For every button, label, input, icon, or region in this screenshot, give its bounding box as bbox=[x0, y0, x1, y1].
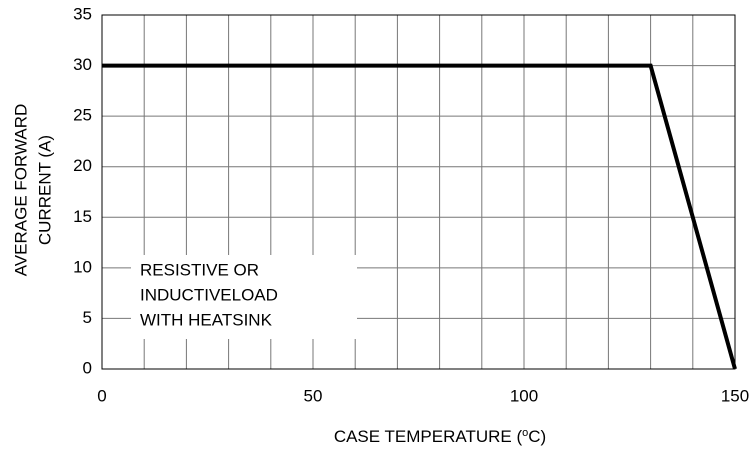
x-tick-label: 0 bbox=[97, 386, 106, 405]
plot-frame bbox=[101, 14, 736, 370]
y-tick-label: 15 bbox=[73, 207, 92, 226]
annotation: RESISTIVE OR bbox=[140, 260, 259, 279]
y-tick-label: 35 bbox=[73, 4, 92, 23]
y-tick-label: 30 bbox=[73, 55, 92, 74]
y-tick-label: 20 bbox=[73, 156, 92, 175]
x-axis-label-part: C) bbox=[528, 427, 546, 446]
x-tick-label: 150 bbox=[721, 386, 749, 405]
x-axis-label: CASE TEMPERATURE (oC) bbox=[334, 427, 546, 447]
x-axis-label-part: CASE TEMPERATURE ( bbox=[334, 427, 523, 446]
x-tick-label: 100 bbox=[510, 386, 538, 405]
x-axis-label-sup: o bbox=[522, 427, 528, 439]
data-line bbox=[102, 63, 737, 370]
annotation-box bbox=[131, 255, 357, 339]
y-tick-label: 25 bbox=[73, 106, 92, 125]
y-tick-label: 0 bbox=[83, 358, 92, 377]
y-axis-label: CURRENT (A) bbox=[35, 135, 54, 245]
x-tick-label: 50 bbox=[304, 386, 323, 405]
annotation: WITH HEATSINK bbox=[140, 310, 273, 329]
annotation: INDUCTIVELOAD bbox=[140, 285, 278, 304]
y-axis-label: AVERAGE FORWARD bbox=[11, 104, 30, 277]
y-tick-label: 10 bbox=[73, 257, 92, 276]
y-tick-label: 5 bbox=[83, 308, 92, 327]
